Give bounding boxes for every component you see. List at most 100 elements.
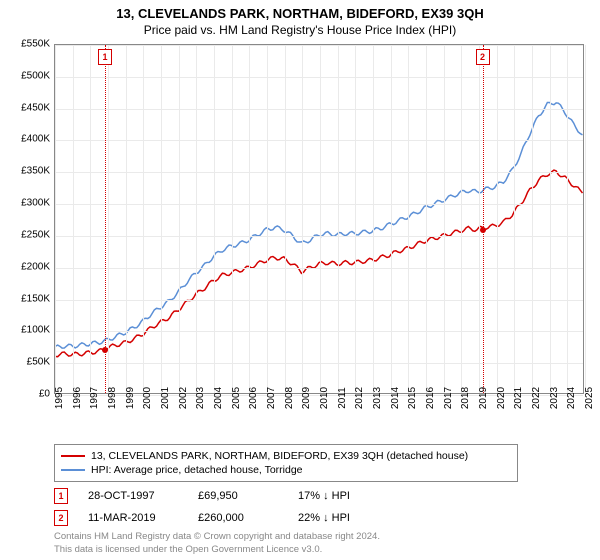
chart-container: 13, CLEVELANDS PARK, NORTHAM, BIDEFORD, … xyxy=(0,0,600,560)
x-axis-label: 2016 xyxy=(425,387,436,409)
gridline-v xyxy=(479,45,480,393)
gridline-h xyxy=(55,109,583,110)
x-axis-label: 2015 xyxy=(407,387,418,409)
y-axis-label: £450K xyxy=(21,102,50,113)
transaction-marker-box: 2 xyxy=(54,510,68,526)
gridline-v xyxy=(320,45,321,393)
line-svg xyxy=(55,45,583,393)
gridline-v xyxy=(73,45,74,393)
gridline-v xyxy=(373,45,374,393)
footer: Contains HM Land Registry data © Crown c… xyxy=(54,531,380,556)
x-axis-label: 2010 xyxy=(319,387,330,409)
x-axis-label: 1995 xyxy=(54,387,65,409)
footer-line: This data is licensed under the Open Gov… xyxy=(54,544,380,556)
legend-row: 13, CLEVELANDS PARK, NORTHAM, BIDEFORD, … xyxy=(61,449,511,463)
y-axis-label: £50K xyxy=(27,357,50,368)
gridline-v xyxy=(514,45,515,393)
x-axis-label: 2005 xyxy=(231,387,242,409)
x-axis-label: 1997 xyxy=(89,387,100,409)
x-axis-label: 2025 xyxy=(584,387,595,409)
gridline-h xyxy=(55,236,583,237)
gridline-v xyxy=(497,45,498,393)
y-axis-label: £200K xyxy=(21,261,50,272)
marker-box: 2 xyxy=(476,49,490,65)
marker-line xyxy=(105,45,106,393)
gridline-h xyxy=(55,77,583,78)
gridline-v xyxy=(285,45,286,393)
gridline-v xyxy=(143,45,144,393)
x-axis-label: 2020 xyxy=(496,387,507,409)
marker-line xyxy=(483,45,484,393)
gridline-v xyxy=(355,45,356,393)
gridline-h xyxy=(55,204,583,205)
gridline-h xyxy=(55,140,583,141)
legend-swatch xyxy=(61,455,85,457)
y-axis-label: £100K xyxy=(21,325,50,336)
gridline-v xyxy=(90,45,91,393)
gridline-h xyxy=(55,363,583,364)
x-axis-label: 2002 xyxy=(178,387,189,409)
y-axis-label: £550K xyxy=(21,39,50,50)
gridline-v xyxy=(444,45,445,393)
gridline-h xyxy=(55,268,583,269)
x-axis-label: 2008 xyxy=(284,387,295,409)
transaction-row: 1 28-OCT-1997 £69,950 17% ↓ HPI xyxy=(54,488,350,504)
gridline-v xyxy=(426,45,427,393)
x-axis-label: 1999 xyxy=(125,387,136,409)
transaction-row: 2 11-MAR-2019 £260,000 22% ↓ HPI xyxy=(54,510,350,526)
gridline-v xyxy=(302,45,303,393)
gridline-v xyxy=(232,45,233,393)
x-axis-label: 1996 xyxy=(72,387,83,409)
y-axis-label: £500K xyxy=(21,70,50,81)
x-axis-label: 2018 xyxy=(460,387,471,409)
marker-box: 1 xyxy=(98,49,112,65)
y-axis-label: £400K xyxy=(21,134,50,145)
transaction-delta: 17% ↓ HPI xyxy=(298,490,350,502)
x-axis-label: 2014 xyxy=(390,387,401,409)
transaction-marker-box: 1 xyxy=(54,488,68,504)
chart-subtitle: Price paid vs. HM Land Registry's House … xyxy=(0,21,600,41)
gridline-h xyxy=(55,45,583,46)
gridline-v xyxy=(338,45,339,393)
gridline-v xyxy=(461,45,462,393)
gridline-v xyxy=(532,45,533,393)
x-axis-label: 2011 xyxy=(337,387,348,409)
transaction-price: £260,000 xyxy=(198,512,278,524)
x-axis-label: 2022 xyxy=(531,387,542,409)
gridline-v xyxy=(108,45,109,393)
gridline-h xyxy=(55,300,583,301)
gridline-v xyxy=(249,45,250,393)
legend-label: 13, CLEVELANDS PARK, NORTHAM, BIDEFORD, … xyxy=(91,450,468,462)
gridline-v xyxy=(391,45,392,393)
series-hpi xyxy=(56,102,583,348)
transaction-price: £69,950 xyxy=(198,490,278,502)
series-property xyxy=(56,170,583,357)
x-axis-label: 1998 xyxy=(107,387,118,409)
x-axis-label: 2021 xyxy=(513,387,524,409)
gridline-v xyxy=(179,45,180,393)
x-axis-label: 2001 xyxy=(160,387,171,409)
y-axis-label: £150K xyxy=(21,293,50,304)
plot-background: 12 xyxy=(54,44,584,394)
x-axis-label: 2004 xyxy=(213,387,224,409)
transaction-date: 28-OCT-1997 xyxy=(88,490,178,502)
legend-swatch xyxy=(61,469,85,471)
chart-title: 13, CLEVELANDS PARK, NORTHAM, BIDEFORD, … xyxy=(0,0,600,21)
gridline-v xyxy=(161,45,162,393)
marker-dot xyxy=(102,347,108,353)
x-axis-label: 2003 xyxy=(195,387,206,409)
x-axis-label: 2009 xyxy=(301,387,312,409)
x-axis-label: 2019 xyxy=(478,387,489,409)
y-axis-label: £250K xyxy=(21,229,50,240)
transaction-date: 11-MAR-2019 xyxy=(88,512,178,524)
gridline-v xyxy=(267,45,268,393)
gridline-h xyxy=(55,331,583,332)
gridline-v xyxy=(567,45,568,393)
y-axis-label: £350K xyxy=(21,166,50,177)
y-axis-label: £0 xyxy=(39,389,50,400)
gridline-v xyxy=(214,45,215,393)
gridline-h xyxy=(55,172,583,173)
gridline-v xyxy=(550,45,551,393)
plot-area: 12 £0£50K£100K£150K£200K£250K£300K£350K£… xyxy=(54,44,584,394)
legend-row: HPI: Average price, detached house, Torr… xyxy=(61,463,511,477)
